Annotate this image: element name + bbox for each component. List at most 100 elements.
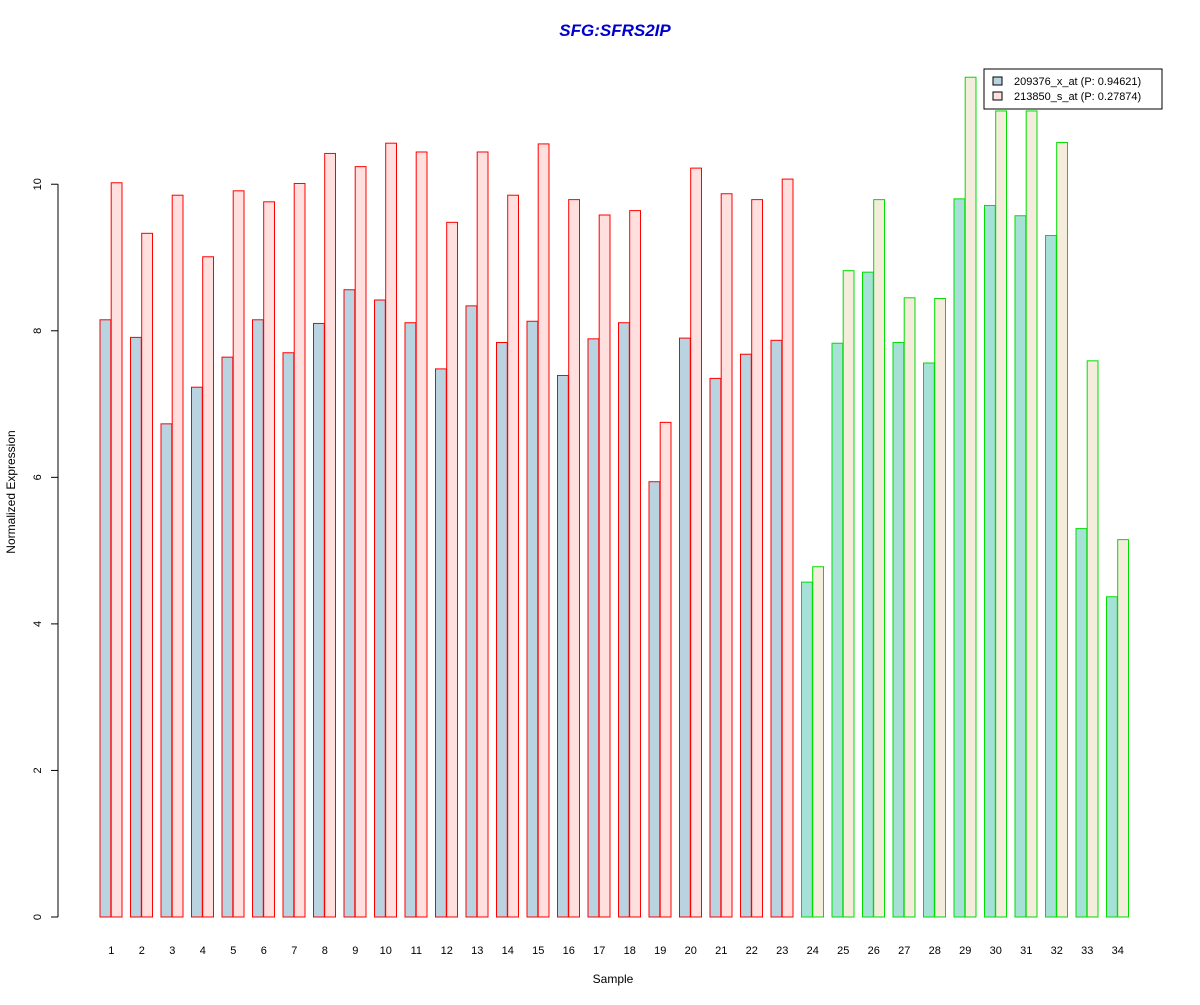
x-tick-label-7: 7	[291, 945, 297, 957]
bar-series2-sample-25	[842, 270, 855, 918]
bar-series2-sample-32	[1056, 141, 1068, 918]
bar-series1-sample-27	[892, 342, 905, 918]
legend-box	[983, 68, 1163, 110]
bar-series1-sample-15	[526, 320, 539, 918]
bar-series1-sample-30	[984, 204, 996, 918]
bar-series2-sample-9	[354, 166, 367, 918]
x-tick-label-19: 19	[654, 945, 666, 957]
bar-series2-sample-2	[141, 232, 153, 918]
bar-series1-sample-10	[374, 299, 386, 918]
bar-series2-sample-6	[263, 201, 276, 918]
bar-series1-sample-29	[953, 198, 966, 918]
bar-series2-sample-10	[385, 142, 398, 918]
x-tick-label-22: 22	[746, 945, 758, 957]
x-tick-label-1: 1	[108, 945, 114, 957]
bar-series1-sample-3	[160, 423, 173, 918]
x-tick-label-33: 33	[1081, 945, 1093, 957]
bar-series2-sample-13	[476, 151, 489, 918]
bar-group	[99, 76, 1129, 918]
bar-series1-sample-26	[862, 271, 874, 918]
bar-series1-sample-8	[313, 322, 325, 918]
x-tick-label-15: 15	[532, 945, 544, 957]
x-tick-label-25: 25	[837, 945, 849, 957]
x-tick-label-17: 17	[593, 945, 605, 957]
x-tick-label-24: 24	[807, 945, 819, 957]
bar-series2-sample-5	[232, 190, 245, 918]
x-tick-label-12: 12	[441, 945, 453, 957]
bar-series1-sample-19	[648, 481, 661, 918]
legend-label-1: 209376_x_at (P: 0.94621)	[1014, 76, 1141, 88]
bar-series2-sample-12	[446, 221, 459, 918]
y-tick-label-8: 8	[32, 328, 44, 334]
y-tick-label-0: 0	[32, 914, 44, 920]
x-tick-label-14: 14	[502, 945, 514, 957]
bar-series2-sample-21	[720, 193, 733, 918]
bar-series1-sample-18	[618, 322, 630, 918]
x-tick-label-27: 27	[898, 945, 910, 957]
bar-series2-sample-27	[903, 297, 916, 918]
x-tick-label-28: 28	[929, 945, 941, 957]
y-tick-label-4: 4	[32, 621, 44, 627]
y-tick-label-2: 2	[32, 767, 44, 773]
bar-series2-sample-8	[324, 152, 337, 918]
bar-series2-sample-7	[293, 182, 306, 918]
bar-series2-sample-20	[690, 167, 703, 918]
legend: 209376_x_at (P: 0.94621) 213850_s_at (P: …	[983, 68, 1163, 110]
bar-series1-sample-14	[496, 342, 508, 918]
x-tick-label-9: 9	[352, 945, 358, 957]
x-tick-label-2: 2	[139, 945, 145, 957]
x-tick-label-31: 31	[1020, 945, 1032, 957]
x-tick-label-30: 30	[990, 945, 1002, 957]
bar-series2-sample-28	[934, 298, 947, 918]
bar-series2-sample-4	[202, 256, 214, 918]
bar-series1-sample-24	[801, 581, 813, 918]
y-axis-label: Normalized Expression	[4, 430, 18, 553]
bar-series1-sample-28	[923, 362, 935, 918]
bar-series1-sample-7	[282, 352, 295, 918]
x-tick-label-32: 32	[1051, 945, 1063, 957]
bar-series2-sample-29	[964, 76, 977, 918]
bar-series1-sample-23	[770, 339, 783, 918]
x-tick-label-20: 20	[685, 945, 697, 957]
bar-series2-sample-17	[598, 214, 611, 918]
bar-series1-sample-34	[1106, 596, 1118, 918]
bar-series1-sample-21	[709, 377, 722, 918]
bar-series1-sample-17	[587, 338, 600, 918]
x-tick-label-29: 29	[959, 945, 971, 957]
bar-series1-sample-16	[557, 374, 569, 918]
bar-series1-sample-4	[191, 386, 203, 918]
x-tick-label-4: 4	[200, 945, 206, 957]
bar-series2-sample-24	[812, 566, 825, 918]
bar-series1-sample-6	[252, 319, 264, 918]
x-tick-label-23: 23	[776, 945, 788, 957]
bar-series1-sample-1	[99, 319, 112, 918]
bar-series2-sample-15	[537, 143, 550, 918]
x-tick-label-5: 5	[230, 945, 236, 957]
y-tick-label-10: 10	[32, 178, 44, 190]
x-tick-label-26: 26	[868, 945, 880, 957]
x-tick-label-16: 16	[563, 945, 575, 957]
x-tick-label-18: 18	[624, 945, 636, 957]
x-axis-tick-labels: 1 2 3 4 5 6 7 8 9 10 11 12 13 14 15 16 17 18 19 20 21 22 23 24 2…	[108, 945, 1124, 957]
bar-series2-sample-31	[1025, 110, 1038, 918]
bar-series1-sample-13	[465, 305, 478, 918]
bar-series2-sample-1	[110, 182, 123, 918]
y-tick-label-6: 6	[32, 474, 44, 480]
bar-series1-sample-11	[404, 322, 417, 918]
x-tick-label-21: 21	[715, 945, 727, 957]
x-tick-label-34: 34	[1112, 945, 1124, 957]
bar-series2-sample-3	[171, 194, 184, 918]
bar-series1-sample-32	[1045, 235, 1057, 918]
x-tick-label-3: 3	[169, 945, 175, 957]
bar-series1-sample-12	[435, 368, 447, 918]
bar-series1-sample-5	[221, 356, 234, 918]
bar-series2-sample-26	[873, 199, 886, 918]
x-axis-label: Sample	[593, 972, 634, 986]
y-axis: 0 2 4 6 8 10	[32, 178, 59, 920]
bar-series1-sample-31	[1014, 215, 1027, 918]
bar-series2-sample-19	[659, 421, 672, 918]
bar-series2-sample-34	[1117, 539, 1129, 918]
x-tick-label-11: 11	[411, 945, 422, 957]
